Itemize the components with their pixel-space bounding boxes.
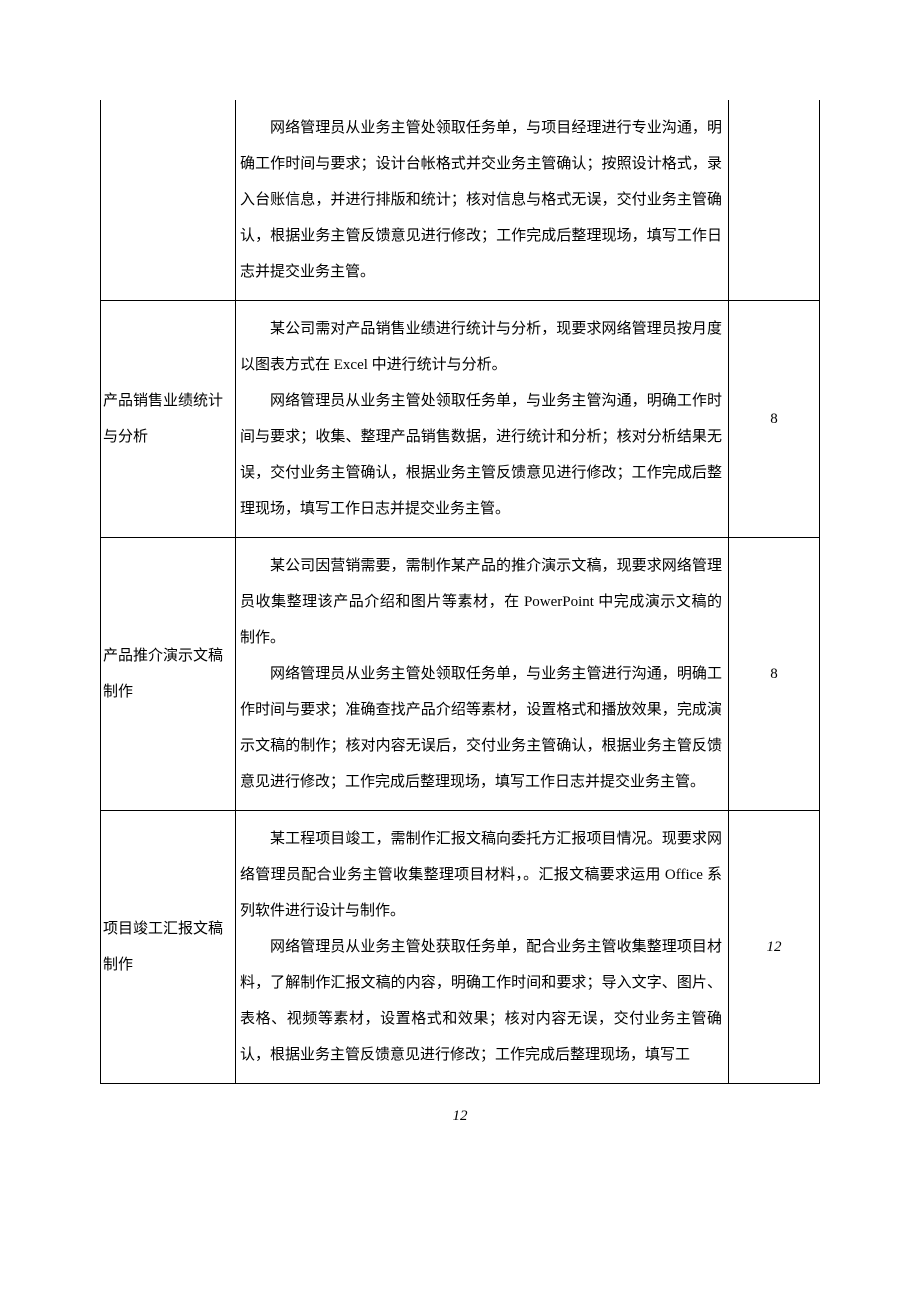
task-desc-paragraph: 某公司因营销需要，需制作某产品的推介演示文稿，现要求网络管理员收集整理该产品介绍… (240, 548, 722, 656)
task-title-cell: 产品推介演示文稿制作 (101, 538, 236, 811)
task-title-cell: 产品销售业绩统计与分析 (101, 301, 236, 538)
task-desc-cell: 网络管理员从业务主管处领取任务单，与项目经理进行专业沟通，明确工作时间与要求；设… (236, 100, 729, 301)
task-desc-paragraph: 网络管理员从业务主管处领取任务单，与项目经理进行专业沟通，明确工作时间与要求；设… (240, 110, 722, 290)
task-score-cell (729, 100, 820, 301)
task-score-cell: 12 (729, 811, 820, 1084)
task-title-cell (101, 100, 236, 301)
table-row: 产品推介演示文稿制作某公司因营销需要，需制作某产品的推介演示文稿，现要求网络管理… (101, 538, 820, 811)
task-title-cell: 项目竣工汇报文稿制作 (101, 811, 236, 1084)
page-number: 12 (100, 1108, 820, 1125)
table-row: 产品销售业绩统计与分析某公司需对产品销售业绩进行统计与分析，现要求网络管理员按月… (101, 301, 820, 538)
task-score-cell: 8 (729, 538, 820, 811)
task-table: 网络管理员从业务主管处领取任务单，与项目经理进行专业沟通，明确工作时间与要求；设… (100, 100, 820, 1084)
table-row: 网络管理员从业务主管处领取任务单，与项目经理进行专业沟通，明确工作时间与要求；设… (101, 100, 820, 301)
task-table-body: 网络管理员从业务主管处领取任务单，与项目经理进行专业沟通，明确工作时间与要求；设… (101, 100, 820, 1084)
task-desc-paragraph: 某公司需对产品销售业绩进行统计与分析，现要求网络管理员按月度以图表方式在 Exc… (240, 311, 722, 383)
task-desc-cell: 某公司需对产品销售业绩进行统计与分析，现要求网络管理员按月度以图表方式在 Exc… (236, 301, 729, 538)
task-desc-cell: 某公司因营销需要，需制作某产品的推介演示文稿，现要求网络管理员收集整理该产品介绍… (236, 538, 729, 811)
task-desc-cell: 某工程项目竣工，需制作汇报文稿向委托方汇报项目情况。现要求网络管理员配合业务主管… (236, 811, 729, 1084)
task-desc-paragraph: 网络管理员从业务主管处获取任务单，配合业务主管收集整理项目材料，了解制作汇报文稿… (240, 929, 722, 1073)
task-desc-paragraph: 网络管理员从业务主管处领取任务单，与业务主管沟通，明确工作时间与要求；收集、整理… (240, 383, 722, 527)
task-desc-paragraph: 某工程项目竣工，需制作汇报文稿向委托方汇报项目情况。现要求网络管理员配合业务主管… (240, 821, 722, 929)
document-page: 网络管理员从业务主管处领取任务单，与项目经理进行专业沟通，明确工作时间与要求；设… (0, 0, 920, 1185)
table-row: 项目竣工汇报文稿制作某工程项目竣工，需制作汇报文稿向委托方汇报项目情况。现要求网… (101, 811, 820, 1084)
task-score-cell: 8 (729, 301, 820, 538)
task-desc-paragraph: 网络管理员从业务主管处领取任务单，与业务主管进行沟通，明确工作时间与要求；准确查… (240, 656, 722, 800)
